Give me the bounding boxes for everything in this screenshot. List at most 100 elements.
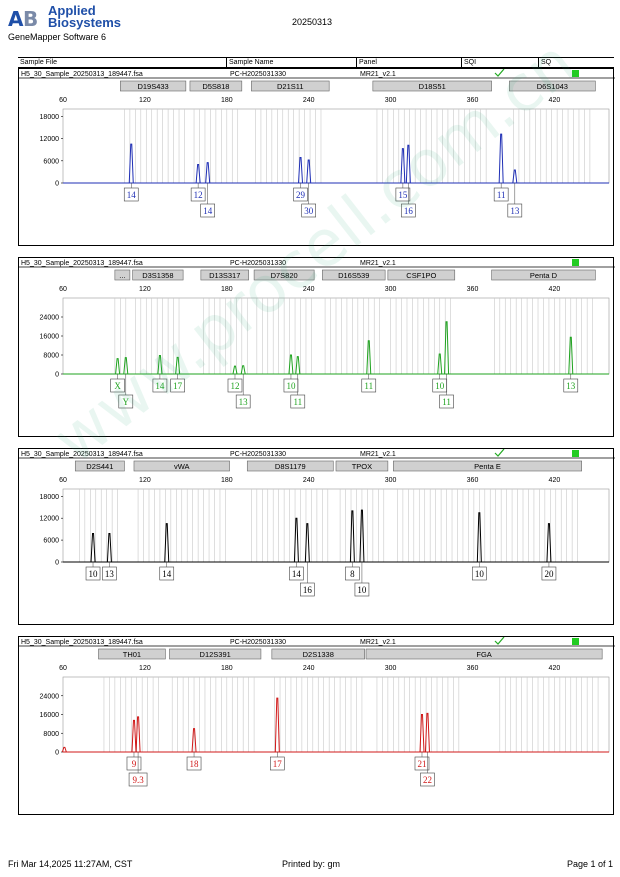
marker-label: D19S433 xyxy=(137,82,168,91)
allele-box xyxy=(85,566,101,581)
peak xyxy=(288,354,294,375)
peak xyxy=(157,354,163,375)
allele-label: 12 xyxy=(194,190,203,200)
sq-status-icon xyxy=(572,638,579,645)
marker-label: TPOX xyxy=(352,462,372,471)
y-tick-label: 16000 xyxy=(40,334,60,341)
panel-black-dye: H5_30_Sample_20250313_189447.fsa PC-H2025… xyxy=(18,448,615,625)
peak xyxy=(295,356,301,375)
allele-box xyxy=(123,187,139,202)
allele-label: 10 xyxy=(89,569,99,579)
sample-file-value: H5_30_Sample_20250313_189447.fsa xyxy=(21,639,143,646)
marker-box xyxy=(74,460,125,472)
allele-label: 11 xyxy=(497,190,506,200)
peak xyxy=(306,159,312,184)
allele-box xyxy=(361,378,377,393)
marker-label: D2S1338 xyxy=(303,650,334,659)
marker-label: vWA xyxy=(174,462,190,471)
allele-box xyxy=(170,378,185,393)
allele-label: 14 xyxy=(162,569,172,579)
marker-box xyxy=(169,648,262,660)
marker-label: D6S1043 xyxy=(537,82,568,91)
peak xyxy=(293,517,299,563)
peak xyxy=(195,164,201,184)
x-tick-label: 420 xyxy=(549,665,561,672)
x-tick-label: 300 xyxy=(385,286,397,293)
allele-label: 8 xyxy=(350,569,355,579)
marker-box xyxy=(246,460,334,472)
applied-biosystems-logo-icon: A B xyxy=(8,6,48,31)
y-tick-label: 0 xyxy=(55,372,59,379)
marker-box xyxy=(189,80,243,92)
peak xyxy=(274,697,280,753)
col-sq: SQ xyxy=(541,59,552,66)
x-tick-label: 120 xyxy=(139,97,151,104)
y-tick-label: 8000 xyxy=(43,353,59,360)
allele-label: 16 xyxy=(404,206,414,216)
sample-name-value: PC-H2025031330 xyxy=(230,71,286,78)
allele-label: 12 xyxy=(230,381,239,391)
allele-label: X xyxy=(114,381,121,391)
marker-box xyxy=(133,460,230,472)
footer-printed-by: Printed by: gm xyxy=(282,859,341,869)
marker-label: CSF1PO xyxy=(406,271,436,280)
allele-box xyxy=(102,566,117,581)
allele-label: 22 xyxy=(423,775,432,785)
x-tick-label: 360 xyxy=(467,477,479,484)
app-name: GeneMapper Software 6 xyxy=(8,32,107,42)
y-tick-label: 18000 xyxy=(40,114,60,121)
x-tick-label: 120 xyxy=(139,665,151,672)
y-tick-label: 12000 xyxy=(40,516,60,523)
column-header-row: Sample File Sample Name Panel SQI SQ xyxy=(18,57,614,68)
panel-red-dye: H5_30_Sample_20250313_189447.fsa PC-H2025… xyxy=(18,636,615,815)
allele-box xyxy=(235,394,251,409)
peak xyxy=(512,169,518,184)
peak xyxy=(106,533,112,563)
x-tick-label: 60 xyxy=(59,665,67,672)
allele-box xyxy=(200,203,215,218)
allele-label: 14 xyxy=(203,206,213,216)
allele-box xyxy=(190,187,206,202)
peak xyxy=(232,365,238,375)
x-tick-label: 120 xyxy=(139,477,151,484)
y-tick-label: 24000 xyxy=(40,693,60,700)
x-tick-label: 240 xyxy=(303,477,315,484)
allele-label: 18 xyxy=(190,759,200,769)
marker-box xyxy=(120,80,187,92)
x-tick-label: 300 xyxy=(385,97,397,104)
peak xyxy=(135,716,141,753)
allele-label: 9.3 xyxy=(132,775,144,785)
y-tick-label: 16000 xyxy=(40,712,60,719)
marker-label: D16S539 xyxy=(338,271,369,280)
peak xyxy=(498,133,504,184)
allele-label: 17 xyxy=(273,759,283,769)
allele-box xyxy=(414,756,430,771)
panel-value: MR21_v2.1 xyxy=(360,71,396,78)
svg-text:B: B xyxy=(23,7,38,30)
allele-label: 20 xyxy=(544,569,554,579)
allele-label: 21 xyxy=(417,759,426,769)
panel-value: MR21_v2.1 xyxy=(360,639,396,646)
sqi-check-icon xyxy=(494,69,505,77)
allele-label: Y xyxy=(123,397,130,407)
x-tick-label: 120 xyxy=(139,286,151,293)
allele-label: 13 xyxy=(239,397,249,407)
allele-box xyxy=(300,582,315,597)
allele-box xyxy=(354,582,370,597)
panel-value: MR21_v2.1 xyxy=(360,260,396,267)
peak xyxy=(128,143,134,184)
marker-box xyxy=(132,269,184,281)
y-tick-label: 18000 xyxy=(40,494,60,501)
sqi-check-icon xyxy=(494,449,505,457)
sqi-check-icon xyxy=(494,637,505,645)
y-tick-label: 0 xyxy=(55,560,59,567)
sq-status-icon xyxy=(572,259,579,266)
marker-label: Penta E xyxy=(474,462,501,471)
allele-label: 13 xyxy=(566,381,576,391)
allele-label: 11 xyxy=(364,381,373,391)
allele-box xyxy=(227,378,243,393)
brand-line-1: Applied xyxy=(48,3,96,18)
allele-label: 15 xyxy=(398,190,408,200)
allele-box xyxy=(439,394,454,409)
marker-label: TH01 xyxy=(123,650,141,659)
